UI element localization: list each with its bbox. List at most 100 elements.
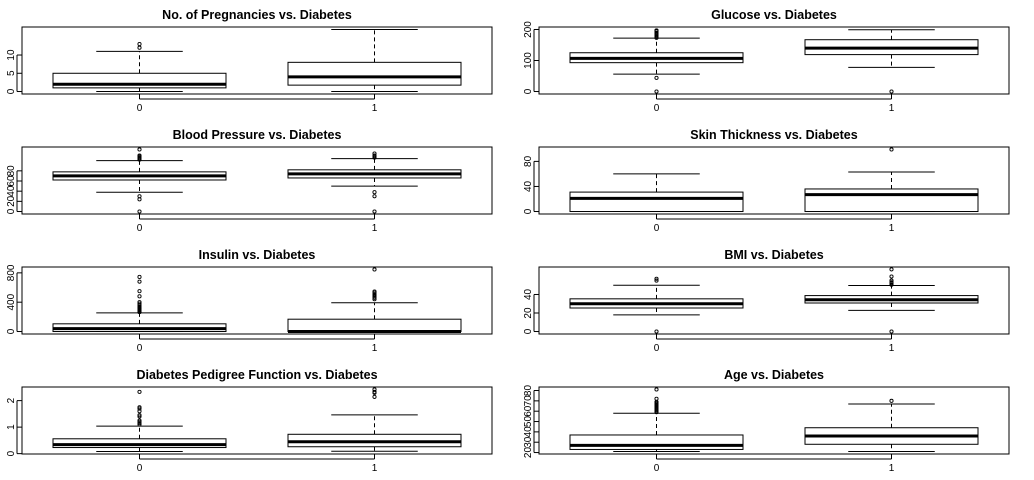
y-tick-label: 0 <box>6 208 17 214</box>
box-0 <box>52 147 227 214</box>
box-1 <box>287 28 462 93</box>
outlier-point <box>889 329 894 334</box>
iqr-box <box>569 434 744 450</box>
y-tick-label: 30 <box>523 436 534 448</box>
y-tick-label: 20 <box>523 307 534 319</box>
x-tick-label: 0 <box>654 343 660 354</box>
x-tick-label: 1 <box>889 223 895 234</box>
outlier-point <box>372 389 377 394</box>
outlier-point <box>137 279 142 284</box>
x-tick-label: 1 <box>372 103 378 114</box>
outlier-point <box>137 274 142 280</box>
y-tick-label: 40 <box>523 288 534 300</box>
chart-title: Diabetes Pedigree Function vs. Diabetes <box>136 368 377 382</box>
outlier-point <box>137 45 142 50</box>
x-tick-label: 1 <box>372 223 378 234</box>
outlier-point <box>654 89 659 94</box>
iqr-box <box>804 188 979 213</box>
x-tick-label: 1 <box>372 463 378 474</box>
plot-frame <box>538 146 1010 215</box>
chart-panel: Skin Thickness vs. Diabetes 0 40 80 0 1 <box>523 128 1010 234</box>
outlier-point <box>889 147 894 152</box>
y-tick-label: 80 <box>523 155 534 167</box>
y-tick-label: 60 <box>6 175 17 187</box>
x-tick-label: 1 <box>889 103 895 114</box>
plot-frame <box>21 26 493 95</box>
x-tick-label: 0 <box>654 223 660 234</box>
outlier-point <box>372 295 377 300</box>
outlier-point <box>137 422 142 427</box>
outlier-point <box>137 209 142 214</box>
outlier-point <box>137 409 142 414</box>
y-tick-label: 0 <box>6 88 17 94</box>
y-tick-label: 100 <box>523 52 534 69</box>
outlier-point <box>137 42 142 47</box>
chart-panel: Diabetes Pedigree Function vs. Diabetes 0… <box>6 368 493 474</box>
outlier-point <box>372 194 377 199</box>
outlier-point <box>889 89 894 94</box>
outlier-point <box>889 278 894 283</box>
chart-title: No. of Pregnancies vs. Diabetes <box>162 8 352 22</box>
outlier-point <box>372 289 377 294</box>
y-tick-label: 0 <box>6 328 17 334</box>
x-tick-label: 0 <box>137 103 143 114</box>
y-tick-label: 40 <box>6 185 17 197</box>
outlier-point <box>137 300 142 305</box>
box-1 <box>804 398 979 453</box>
chart-title: Blood Pressure vs. Diabetes <box>173 128 342 142</box>
iqr-box <box>287 61 462 86</box>
box-1 <box>804 29 979 94</box>
y-tick-label: 800 <box>6 264 17 281</box>
outlier-point <box>137 419 142 424</box>
outlier-point <box>372 153 377 158</box>
box-0 <box>569 28 744 94</box>
outlier-point <box>137 153 142 158</box>
plot-frame <box>21 146 493 215</box>
outlier-point <box>137 406 142 411</box>
chart-title: Skin Thickness vs. Diabetes <box>690 128 857 142</box>
plot-frame <box>21 266 493 335</box>
outlier-point <box>137 194 142 199</box>
outlier-point <box>137 405 142 410</box>
outlier-point <box>889 280 894 285</box>
iqr-box <box>569 191 744 213</box>
outlier-point <box>137 421 142 426</box>
y-tick-label: 1 <box>6 424 17 430</box>
chart-title: Glucose vs. Diabetes <box>711 8 837 22</box>
x-tick-label: 1 <box>889 343 895 354</box>
x-tick-label: 1 <box>889 463 895 474</box>
y-tick-label: 0 <box>523 88 534 94</box>
x-tick-label: 0 <box>137 223 143 234</box>
outlier-point <box>372 292 377 297</box>
y-tick-label: 80 <box>523 385 534 397</box>
x-tick-label: 0 <box>654 463 660 474</box>
outlier-point <box>889 274 894 279</box>
y-tick-label: 40 <box>523 426 534 438</box>
chart-panel: Glucose vs. Diabetes 0 100 200 0 1 <box>523 8 1010 114</box>
outlier-point <box>372 394 377 399</box>
box-0 <box>52 274 227 333</box>
box-0 <box>569 387 744 453</box>
y-tick-label: 400 <box>6 293 17 310</box>
chart-panel: No. of Pregnancies vs. Diabetes 0 5 10 0 1 <box>6 8 493 114</box>
outlier-point <box>889 398 894 403</box>
box-1 <box>287 267 462 334</box>
y-tick-label: 0 <box>523 328 534 334</box>
y-tick-label: 200 <box>523 21 534 38</box>
outlier-point <box>654 30 659 35</box>
x-tick-label: 0 <box>654 103 660 114</box>
y-tick-label: 20 <box>6 195 17 207</box>
chart-title: Age vs. Diabetes <box>724 368 824 382</box>
box-1 <box>287 387 462 452</box>
outlier-point <box>137 418 142 423</box>
plot-frame <box>538 386 1010 455</box>
box-0 <box>569 276 744 334</box>
y-tick-label: 40 <box>523 180 534 192</box>
outlier-point <box>137 413 142 418</box>
y-tick-label: 50 <box>523 416 534 428</box>
y-tick-label: 0 <box>523 208 534 214</box>
outlier-point <box>889 282 894 287</box>
outlier-point <box>137 289 142 294</box>
box-1 <box>287 151 462 214</box>
